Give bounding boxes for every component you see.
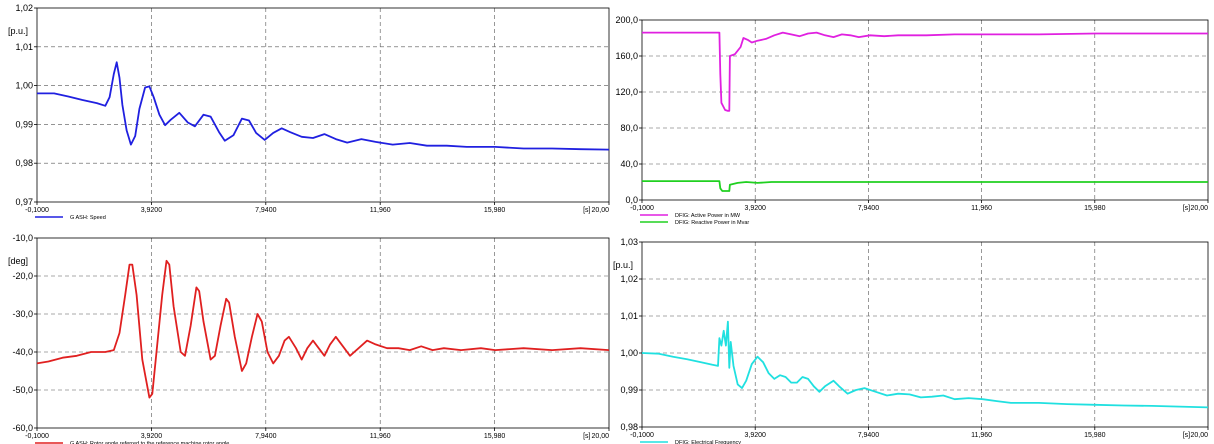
y-tick-label: 80,0 [620,123,638,133]
legend-label-1: DFIG: Electrical Frequency [675,440,741,444]
series-line-1 [641,320,1209,409]
x-tick-label: -0,1000 [630,432,654,439]
y-axis-unit: [p.u.] [613,260,633,270]
chart-panel-1: 0,97 0,98 0,99 1,00 1,01 1,02 -0,1000 3,9200 7,9… [8,3,610,221]
chart-panel-3: -60,0 -50,0 -40,0 -30,0 -20,0 -10,0 -0,1000 3,9… [8,233,610,444]
series-line-2 [642,180,1208,192]
y-tick-label: 40,0 [620,159,638,169]
y-tick-label: 0,0 [625,195,638,205]
y-tick-label: 120,0 [615,87,638,97]
x-tick-label: 15,980 [484,207,506,214]
plot-frame [36,237,610,429]
x-tick-label: 7,9400 [255,207,277,214]
y-tick-label: -50,0 [12,385,33,395]
x-tick-label: 3,9200 [744,432,766,439]
y-tick-label: 1,01 [620,311,638,321]
y-tick-label: 1,03 [620,237,638,247]
legend-label-2: DFIG: Reactive Power in Mvar [675,220,749,226]
y-tick-label: 0,98 [15,158,33,168]
y-tick-label: 0,98 [620,422,638,432]
y-tick-label: 1,02 [620,274,638,284]
y-tick-label: 1,01 [15,42,33,52]
series-line-1 [642,31,1208,112]
y-axis-unit: [deg] [8,256,28,266]
x-tick-label: 3,9200 [744,205,766,212]
x-tick-label: -0,1000 [25,433,49,440]
legend-label-1: G ASH: Rotor angle referred to the refer… [70,441,229,444]
y-tick-label: -30,0 [12,309,33,319]
series-line-1 [36,259,610,399]
legend-label-1: G ASH: Speed [70,215,106,221]
y-tick-label: 0,99 [15,119,33,129]
series-line-1 [37,61,610,151]
x-tick-label: 20,00 [1190,205,1208,212]
x-tick-label: -0,1000 [630,205,654,212]
y-tick-label: -60,0 [12,423,33,433]
x-tick-label: 11,960 [370,433,391,440]
x-axis-unit: [s] [583,207,590,214]
x-tick-label: 3,9200 [141,433,163,440]
x-tick-label: 11,960 [971,432,992,439]
x-tick-label: 11,960 [370,207,391,214]
y-tick-label: 0,97 [15,197,33,207]
y-tick-label: 0,99 [620,385,638,395]
x-tick-label: -0,1000 [25,207,49,214]
x-tick-label: 20,00 [1190,432,1208,439]
x-tick-label: 15,980 [1084,205,1106,212]
x-tick-label: 7,9400 [858,205,880,212]
x-tick-label: 20,00 [591,433,609,440]
x-tick-label: 15,980 [1084,432,1106,439]
x-axis-unit: [s] [583,433,590,440]
y-tick-label: 1,00 [620,348,638,358]
x-tick-label: 3,9200 [141,207,163,214]
y-tick-label: 200,0 [615,15,638,25]
chart-panel-4: 0,98 0,99 1,00 1,01 1,02 1,03 -0,1000 3,9200 7,9… [613,237,1209,444]
y-tick-label: -10,0 [12,233,33,243]
x-axis-unit: [s] [1183,205,1190,212]
plot-frame [641,241,1209,428]
x-tick-label: 11,960 [971,205,992,212]
y-tick-label: 1,02 [15,3,33,13]
y-axis-unit: [p.u.] [8,26,28,36]
plot-frame [36,7,610,203]
chart-panel-2: 0,0 40,0 80,0 120,0 160,0 200,0 -0,1000 3,9200 7… [615,15,1209,226]
x-tick-label: 7,9400 [858,432,880,439]
plot-frame [641,19,1209,201]
x-tick-label: 20,00 [591,207,609,214]
y-tick-label: 160,0 [615,51,638,61]
y-tick-label: -20,0 [12,271,33,281]
x-tick-label: 7,9400 [255,433,277,440]
x-axis-unit: [s] [1183,432,1190,439]
x-tick-label: 15,980 [484,433,506,440]
y-tick-label: -40,0 [12,347,33,357]
y-tick-label: 1,00 [15,81,33,91]
legend-label-1: DFIG: Active Power in MW [675,213,741,219]
